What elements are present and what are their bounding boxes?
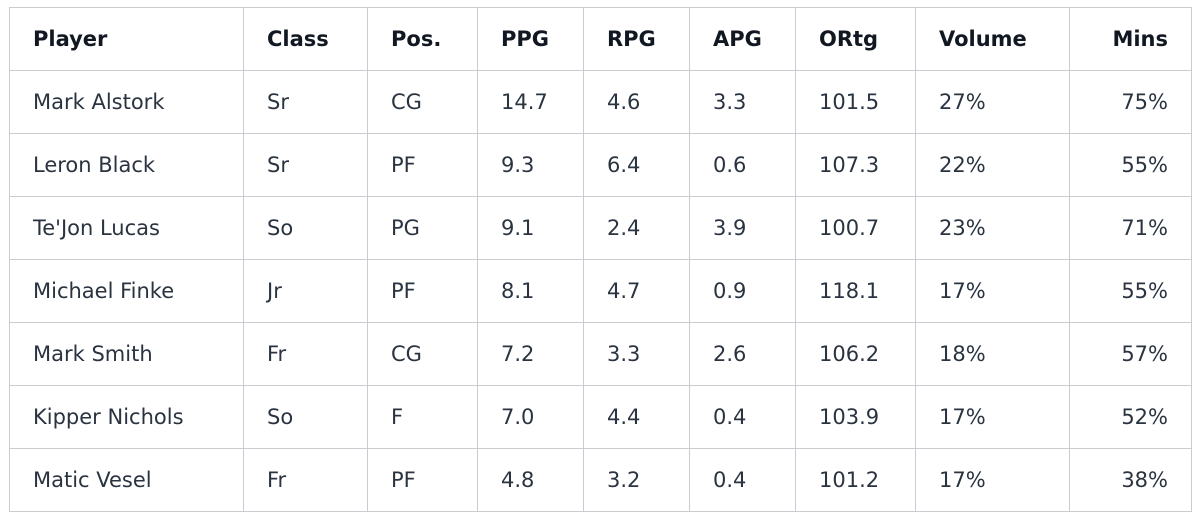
cell-volume: 17% [915,385,1070,449]
cell-class: Jr [243,259,368,323]
cell-rpg: 6.4 [583,133,690,197]
cell-ppg: 4.8 [477,448,584,512]
cell-volume: 17% [915,259,1070,323]
cell-apg: 0.9 [689,259,796,323]
cell-mins: 55% [1069,133,1192,197]
cell-class: So [243,196,368,260]
cell-rpg: 4.6 [583,70,690,134]
header-class: Class [243,7,368,71]
cell-volume: 22% [915,133,1070,197]
table-row: Leron Black Sr PF 9.3 6.4 0.6 107.3 22% … [9,133,1192,197]
cell-volume: 27% [915,70,1070,134]
cell-pos: F [367,385,478,449]
header-player: Player [9,7,244,71]
cell-mins: 57% [1069,322,1192,386]
cell-ortg: 101.5 [795,70,916,134]
table-row: Michael Finke Jr PF 8.1 4.7 0.9 118.1 17… [9,259,1192,323]
table-header-row: Player Class Pos. PPG RPG APG ORtg Volum… [9,7,1192,71]
cell-class: Fr [243,322,368,386]
cell-class: Sr [243,133,368,197]
table-row: Kipper Nichols So F 7.0 4.4 0.4 103.9 17… [9,385,1192,449]
table-row: Mark Smith Fr CG 7.2 3.3 2.6 106.2 18% 5… [9,322,1192,386]
cell-ppg: 7.2 [477,322,584,386]
cell-player: Te'Jon Lucas [9,196,244,260]
cell-player: Kipper Nichols [9,385,244,449]
cell-pos: CG [367,322,478,386]
cell-class: So [243,385,368,449]
cell-mins: 71% [1069,196,1192,260]
cell-rpg: 4.7 [583,259,690,323]
cell-player: Mark Smith [9,322,244,386]
header-mins: Mins [1069,7,1192,71]
cell-volume: 17% [915,448,1070,512]
header-ppg: PPG [477,7,584,71]
cell-ppg: 9.1 [477,196,584,260]
cell-apg: 3.9 [689,196,796,260]
cell-ortg: 100.7 [795,196,916,260]
table-row: Matic Vesel Fr PF 4.8 3.2 0.4 101.2 17% … [9,448,1192,512]
cell-pos: PG [367,196,478,260]
cell-pos: CG [367,70,478,134]
table-row: Mark Alstork Sr CG 14.7 4.6 3.3 101.5 27… [9,70,1192,134]
cell-ortg: 103.9 [795,385,916,449]
cell-pos: PF [367,259,478,323]
cell-mins: 75% [1069,70,1192,134]
cell-pos: PF [367,133,478,197]
cell-rpg: 2.4 [583,196,690,260]
cell-volume: 23% [915,196,1070,260]
cell-player: Matic Vesel [9,448,244,512]
cell-volume: 18% [915,322,1070,386]
cell-player: Leron Black [9,133,244,197]
header-apg: APG [689,7,796,71]
stats-table-container: Player Class Pos. PPG RPG APG ORtg Volum… [9,7,1192,515]
cell-player: Mark Alstork [9,70,244,134]
cell-ppg: 9.3 [477,133,584,197]
cell-apg: 0.4 [689,385,796,449]
cell-rpg: 3.3 [583,322,690,386]
cell-ppg: 8.1 [477,259,584,323]
cell-apg: 3.3 [689,70,796,134]
cell-rpg: 3.2 [583,448,690,512]
cell-player: Michael Finke [9,259,244,323]
cell-mins: 55% [1069,259,1192,323]
header-rpg: RPG [583,7,690,71]
cell-apg: 0.6 [689,133,796,197]
cell-class: Fr [243,448,368,512]
cell-pos: PF [367,448,478,512]
cell-ortg: 106.2 [795,322,916,386]
cell-apg: 2.6 [689,322,796,386]
cell-rpg: 4.4 [583,385,690,449]
header-volume: Volume [915,7,1070,71]
cell-ortg: 118.1 [795,259,916,323]
cell-mins: 38% [1069,448,1192,512]
cell-class: Sr [243,70,368,134]
player-stats-table: Player Class Pos. PPG RPG APG ORtg Volum… [9,7,1192,512]
cell-mins: 52% [1069,385,1192,449]
header-ortg: ORtg [795,7,916,71]
cell-ppg: 14.7 [477,70,584,134]
cell-ortg: 101.2 [795,448,916,512]
cell-ppg: 7.0 [477,385,584,449]
table-row: Te'Jon Lucas So PG 9.1 2.4 3.9 100.7 23%… [9,196,1192,260]
cell-ortg: 107.3 [795,133,916,197]
cell-apg: 0.4 [689,448,796,512]
header-pos: Pos. [367,7,478,71]
